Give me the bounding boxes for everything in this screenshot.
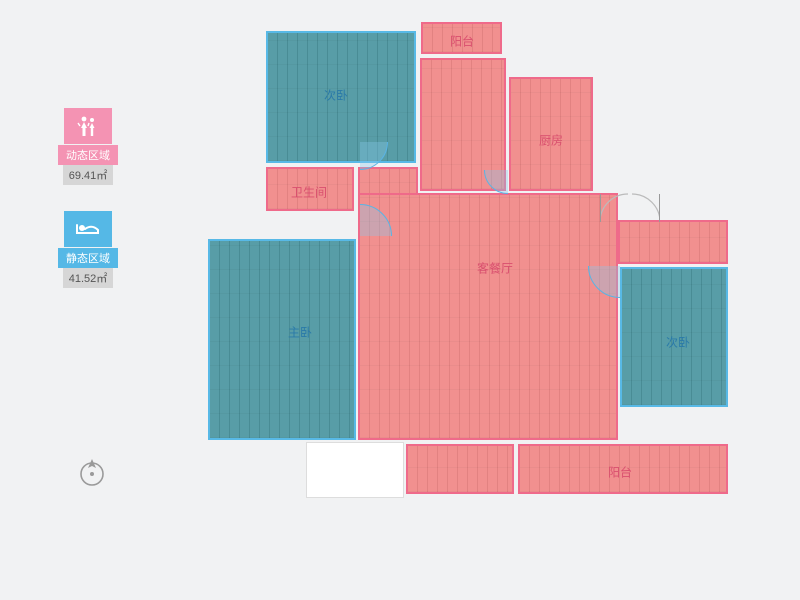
main-door bbox=[600, 192, 660, 222]
room-label-master: 主卧 bbox=[288, 324, 312, 341]
legend-static-label: 静态区域 bbox=[58, 248, 118, 268]
room-living-ext bbox=[618, 220, 728, 264]
room-label-bathroom: 卫生间 bbox=[291, 184, 327, 201]
room-label-kitchen: 厨房 bbox=[539, 132, 563, 149]
room-master bbox=[208, 239, 356, 440]
legend-dynamic-label: 动态区域 bbox=[58, 145, 118, 165]
room-balcony-bot-l bbox=[406, 444, 514, 494]
legend-static: 静态区域 41.52㎡ bbox=[58, 211, 118, 288]
room-living bbox=[358, 193, 618, 440]
compass-icon bbox=[75, 455, 109, 494]
legend-panel: 动态区域 69.41㎡ 静态区域 41.52㎡ bbox=[58, 108, 118, 314]
floorplan: 阳台次卧厨房卫生间客餐厅主卧次卧阳台 bbox=[208, 22, 728, 552]
legend-dynamic: 动态区域 69.41㎡ bbox=[58, 108, 118, 185]
room-label-living: 客餐厅 bbox=[477, 260, 513, 277]
people-icon bbox=[64, 108, 112, 144]
room-label-balcony-bot-r: 阳台 bbox=[608, 464, 632, 481]
legend-dynamic-value: 69.41㎡ bbox=[63, 165, 113, 185]
sleep-icon bbox=[64, 211, 112, 247]
patio bbox=[306, 442, 404, 498]
legend-static-value: 41.52㎡ bbox=[63, 268, 113, 288]
room-label-balcony-top: 阳台 bbox=[450, 33, 474, 50]
room-label-bedroom2-top: 次卧 bbox=[324, 87, 348, 104]
room-label-bedroom2-right: 次卧 bbox=[666, 334, 690, 351]
